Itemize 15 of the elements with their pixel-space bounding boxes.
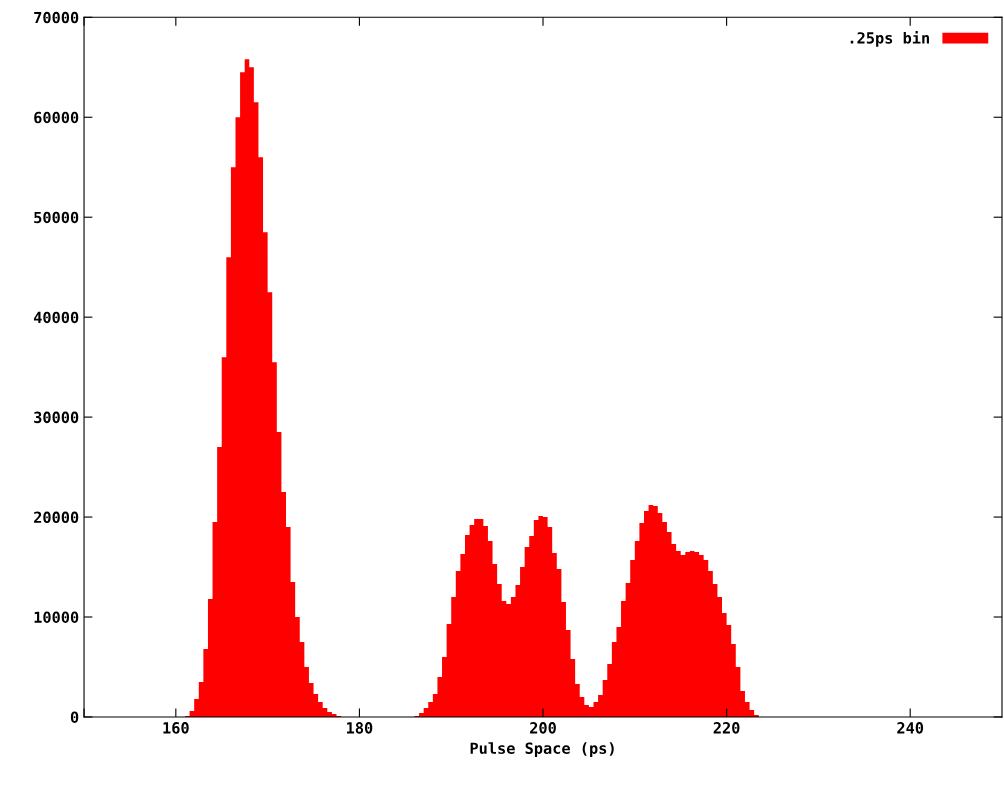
x-tick-label: 240 xyxy=(897,722,924,734)
x-tick-label: 180 xyxy=(347,722,373,734)
y-tick-label: 0 xyxy=(70,711,79,723)
y-tick-label: 60000 xyxy=(34,111,79,124)
x-tick-label: 160 xyxy=(163,722,189,734)
y-tick-label: 40000 xyxy=(33,311,79,324)
y-tick-label: 20000 xyxy=(34,511,79,524)
y-tick-label: 50000 xyxy=(34,211,79,224)
y-tick-label: 30000 xyxy=(34,411,79,424)
x-tick-label: 200 xyxy=(530,722,556,734)
x-tick-label: 220 xyxy=(713,722,740,734)
y-tick-label: 70000 xyxy=(34,11,79,24)
legend-label: .25ps bin xyxy=(850,31,929,47)
y-tick-label: 10000 xyxy=(34,611,79,624)
x-axis-title: Pulse Space (ps) xyxy=(470,742,614,757)
